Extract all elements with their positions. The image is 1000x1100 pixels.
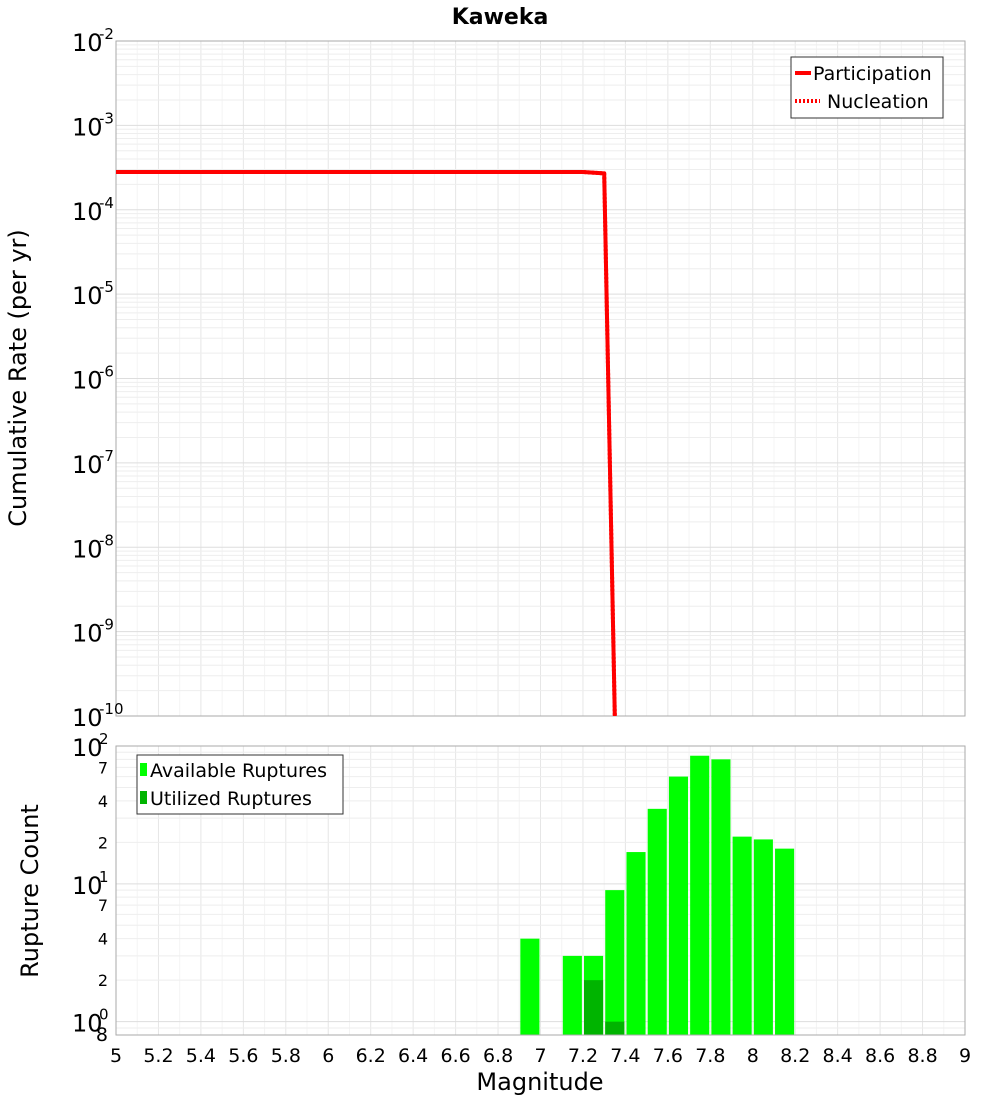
top-y-tick-exponent: -6 xyxy=(99,363,114,381)
bottom-plot-frame xyxy=(115,745,966,1036)
available-ruptures-bar xyxy=(647,808,667,1035)
x-tick-label: 8.4 xyxy=(823,1045,853,1067)
nucleation-legend-label: Nucleation xyxy=(827,91,929,113)
available-ruptures-bar xyxy=(690,755,710,1035)
top-y-tick-exponent: -3 xyxy=(99,109,114,127)
utilized-ruptures-bar xyxy=(605,1021,625,1035)
available-ruptures-bar xyxy=(520,938,540,1035)
available-ruptures-bar xyxy=(626,852,646,1035)
top-y-tick-exponent: -8 xyxy=(99,531,114,549)
top-y-tick-exponent: -9 xyxy=(99,616,114,634)
available-ruptures-bar xyxy=(732,836,752,1035)
nucleation-rate-line xyxy=(116,170,617,717)
bottom-y-major-exponent: 1 xyxy=(99,868,109,886)
available-ruptures-bar xyxy=(605,890,625,1035)
top-gridlines xyxy=(115,41,966,717)
top-y-tick-exponent: -5 xyxy=(99,278,114,296)
available-legend-swatch xyxy=(140,763,147,776)
bottom-y-minor-label: 7 xyxy=(98,758,108,777)
x-tick-label: 7 xyxy=(534,1045,546,1067)
top-y-tick-exponent: -10 xyxy=(99,700,124,718)
bottom-y-minor-label: 2 xyxy=(98,971,108,990)
x-axis-label: Magnitude xyxy=(476,1068,603,1096)
participation-rate-panel: 10-210-310-410-510-610-710-810-910-10 Cu… xyxy=(4,25,966,732)
top-legend: Participation Nucleation xyxy=(790,56,944,119)
x-tick-label: 6.6 xyxy=(440,1045,470,1067)
available-ruptures-bar xyxy=(562,955,582,1035)
available-ruptures-bar xyxy=(668,776,689,1035)
top-y-tick-base: 10 xyxy=(72,704,103,732)
rupture-bars xyxy=(520,755,795,1035)
bottom-y-minor-label: 4 xyxy=(98,792,108,811)
chart-title: Kaweka xyxy=(452,5,549,30)
bottom-y-major-base: 10 xyxy=(72,1010,103,1038)
bottom-y-minor-label: 8 xyxy=(96,1024,108,1046)
x-tick-label: 7.8 xyxy=(695,1045,725,1067)
utilized-legend-label: Utilized Ruptures xyxy=(150,788,312,810)
x-tick-label: 8.2 xyxy=(780,1045,810,1067)
available-legend-label: Available Ruptures xyxy=(150,760,327,782)
top-y-tick-base: 10 xyxy=(72,535,103,563)
bottom-y-minor-label: 2 xyxy=(98,833,108,852)
top-y-tick-base: 10 xyxy=(72,198,103,226)
x-tick-label: 5.2 xyxy=(143,1045,173,1067)
top-y-tick-labels: 10-210-310-410-510-610-710-810-910-10 xyxy=(72,25,124,732)
top-y-tick-exponent: -4 xyxy=(99,194,114,212)
x-tick-label: 6 xyxy=(322,1045,334,1067)
bottom-legend: Available Ruptures Utilized Ruptures xyxy=(136,754,344,815)
bottom-y-major-base: 10 xyxy=(72,872,103,900)
top-y-tick-exponent: -2 xyxy=(99,25,114,43)
top-y-tick-base: 10 xyxy=(72,113,103,141)
rate-lines xyxy=(116,170,617,717)
x-tick-label: 5.6 xyxy=(228,1045,258,1067)
x-tick-label: 6.4 xyxy=(398,1045,428,1067)
top-y-tick-base: 10 xyxy=(72,620,103,648)
bottom-y-major-exponent: 0 xyxy=(99,1006,109,1024)
bottom-y-axis-label: Rupture Count xyxy=(16,804,44,978)
x-tick-label: 5.8 xyxy=(271,1045,301,1067)
top-y-tick-base: 10 xyxy=(72,367,103,395)
x-tick-label: 8.8 xyxy=(907,1045,937,1067)
top-plot-frame xyxy=(115,40,966,717)
bottom-legend-box xyxy=(136,754,344,815)
bottom-y-major-exponent: 2 xyxy=(99,730,109,748)
bottom-y-minor-label: 7 xyxy=(98,896,108,915)
available-ruptures-bar xyxy=(711,759,731,1035)
x-tick-label: 7.4 xyxy=(610,1045,640,1067)
x-tick-label: 8.6 xyxy=(865,1045,895,1067)
top-y-tick-base: 10 xyxy=(72,282,103,310)
x-tick-labels: 5 5.2 5.4 5.6 5.8 6 6.2 6.4 6.6 6.8 7 7.2 7.4 7.6 7.8 8… xyxy=(110,1045,971,1067)
available-ruptures-bar xyxy=(775,848,795,1035)
x-tick-label: 5.4 xyxy=(186,1045,216,1067)
participation-legend-label: Participation xyxy=(813,63,932,85)
x-tick-label: 7.6 xyxy=(653,1045,683,1067)
x-tick-label: 7.2 xyxy=(568,1045,598,1067)
top-y-tick-base: 10 xyxy=(72,29,103,57)
utilized-ruptures-bar xyxy=(584,980,604,1035)
top-y-axis-label: Cumulative Rate (per yr) xyxy=(4,229,32,527)
x-tick-label: 6.2 xyxy=(356,1045,386,1067)
utilized-legend-swatch xyxy=(140,791,147,804)
x-tick-label: 9 xyxy=(959,1045,971,1067)
x-tick-label: 8 xyxy=(747,1045,759,1067)
available-ruptures-bar xyxy=(753,839,773,1035)
bottom-y-minor-label: 4 xyxy=(98,930,108,949)
bottom-y-major-base: 10 xyxy=(72,734,103,762)
top-y-tick-base: 10 xyxy=(72,451,103,479)
top-legend-box xyxy=(790,56,944,119)
top-y-tick-exponent: -7 xyxy=(99,447,114,465)
x-tick-label: 5 xyxy=(110,1045,122,1067)
x-tick-label: 6.8 xyxy=(483,1045,513,1067)
